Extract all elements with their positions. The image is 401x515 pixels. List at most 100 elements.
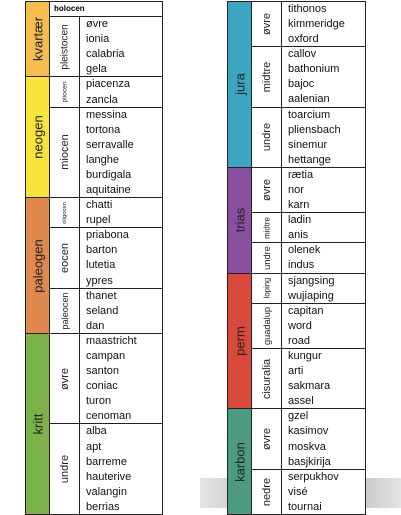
stage: hettange	[288, 153, 331, 166]
stage-group: ladin anis	[281, 212, 366, 244]
period-cell: jura	[227, 1, 252, 168]
epoch-cell: midtre	[251, 212, 282, 244]
label: neogen	[30, 115, 45, 159]
stage: nor	[288, 184, 304, 197]
label: paleocen	[59, 292, 70, 330]
period-cell: perm	[227, 272, 252, 410]
stage-group: gzel kasimov moskva basjkirija	[281, 408, 366, 470]
stage-group: øvre ionia calabria gela	[79, 16, 163, 78]
period-cell: kvartær	[25, 1, 50, 78]
stage: road	[288, 334, 311, 347]
stage: coniac	[86, 380, 118, 393]
stage: sjangsing	[288, 274, 335, 287]
stage: apt	[86, 440, 102, 453]
label: perm	[232, 326, 247, 356]
stage-group: kungur arti sakmara assel	[281, 348, 366, 410]
stage: cenoman	[86, 410, 132, 423]
epoch-cell: pleistocen	[49, 16, 80, 78]
label: nedre	[260, 477, 273, 506]
stage: santon	[86, 365, 120, 378]
stage: visé	[288, 485, 308, 498]
stage: bajoc	[288, 78, 315, 91]
stage: oxford	[288, 33, 319, 46]
stage: ladin	[288, 214, 312, 227]
stage: barton	[86, 244, 118, 257]
stage: indus	[288, 259, 315, 272]
epoch-cell: guadalup	[251, 302, 282, 349]
stage-group: capitan word road	[281, 302, 366, 349]
label: paleogen	[30, 238, 45, 293]
stage: aalenian	[288, 93, 330, 106]
period-cell: kritt	[25, 332, 50, 515]
stage: aquitaine	[86, 184, 131, 196]
epoch-cell: miocen	[49, 106, 80, 199]
stage-group: alba apt barreme hauterive valangin berrias	[79, 423, 163, 515]
label: pleistocen	[59, 24, 70, 70]
stage: karn	[288, 199, 310, 212]
stage: moskva	[288, 440, 326, 453]
stage: kasimov	[288, 425, 329, 438]
stage: sakmara	[288, 380, 331, 393]
epoch-cell: undre	[251, 106, 282, 168]
stage-group: toarcium pliensbach sinemur hettange	[281, 106, 366, 168]
label: kvartær	[30, 17, 45, 62]
epoch-cell: nedre	[251, 468, 282, 515]
stage: burdigala	[86, 168, 132, 181]
stage-group: olenek indus	[281, 242, 366, 274]
stage: assel	[288, 395, 314, 408]
period-cell: trias	[227, 166, 252, 274]
stage: chatti	[86, 199, 113, 212]
epoch-cell: pliocen	[49, 76, 80, 108]
label: jura	[232, 73, 247, 96]
label: øvre	[58, 367, 71, 390]
period-cell: paleogen	[25, 197, 50, 334]
label: øvre	[260, 179, 273, 202]
label: øvre	[260, 13, 273, 36]
label: midtre	[262, 217, 271, 239]
stage: tortona	[86, 123, 121, 136]
stage: wujiaping	[288, 289, 334, 302]
stage: berrias	[86, 500, 120, 513]
stage: messina	[86, 108, 127, 121]
epoch-cell: øvre	[49, 332, 80, 425]
stage: anis	[288, 229, 309, 242]
label: kritt	[30, 413, 45, 435]
label: karbon	[232, 441, 247, 482]
label: midtre	[260, 61, 273, 93]
label: eocen	[58, 242, 71, 273]
stage: capitan	[288, 304, 324, 317]
epoch-cell: undre	[49, 423, 80, 515]
stage: basjkirija	[288, 455, 331, 468]
epoch-cell: undre	[251, 242, 282, 274]
label: holocen	[54, 4, 85, 13]
stage-group: serpukhov visé tournai	[281, 468, 366, 515]
stage: serpukhov	[288, 470, 339, 483]
stage: hauterive	[86, 470, 132, 483]
epoch-cell: øvre	[251, 408, 282, 470]
label: miocen	[58, 134, 71, 171]
epoch-cell: cisuralia	[251, 348, 282, 410]
stage: sinemur	[288, 138, 328, 151]
stage: toarcium	[288, 108, 331, 121]
stage: priabona	[86, 229, 129, 242]
stage-group: priabona barton lutetia ypres	[79, 227, 163, 289]
epoch-cell: øvre	[251, 1, 282, 48]
stage-group: thanet seland dan	[79, 287, 163, 334]
stage: bathonium	[288, 63, 340, 76]
stage: gela	[86, 63, 107, 76]
stage: callov	[288, 48, 317, 61]
stage-group: piacenza zancla	[79, 76, 163, 108]
stage: rætia	[288, 168, 314, 181]
epoch-cell: oligocen	[49, 197, 80, 229]
stage: turon	[86, 395, 112, 408]
stage-group: callov bathonium bajoc aalenian	[281, 46, 366, 108]
stage: ionia	[86, 33, 110, 46]
period-cell: neogen	[25, 76, 50, 199]
label: pliocen	[61, 81, 68, 103]
label: trias	[232, 207, 247, 233]
stage: dan	[86, 319, 105, 332]
stage: pliensbach	[288, 123, 341, 136]
stage: øvre	[86, 18, 108, 31]
stage-group: maastricht campan santon coniac turon cenoman	[79, 332, 163, 425]
